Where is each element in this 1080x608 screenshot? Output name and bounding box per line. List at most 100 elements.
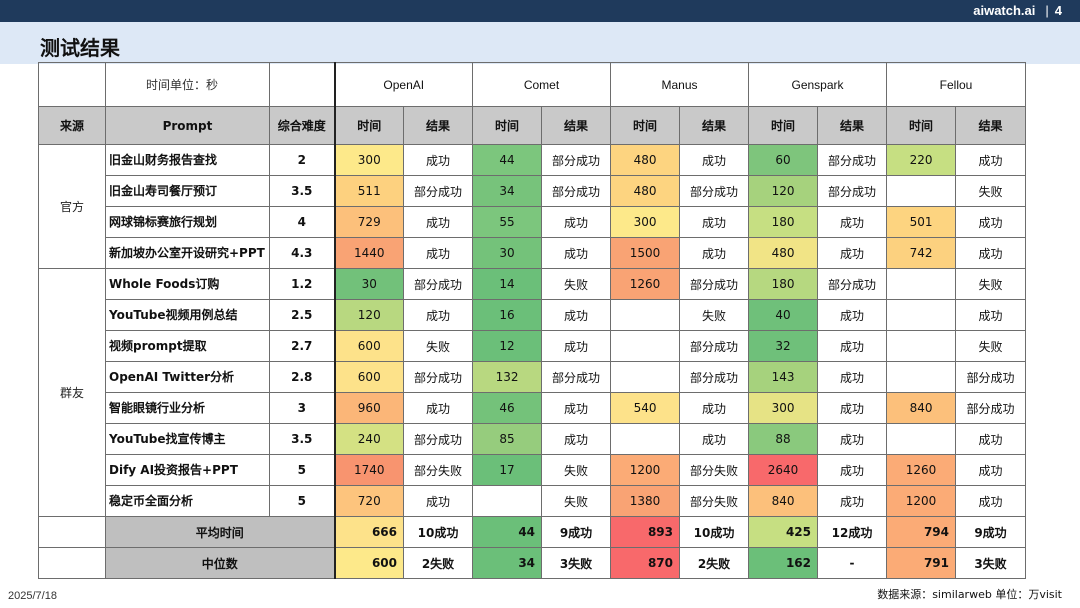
table-row: 群友 Whole Foods订购 1.2 30 部分成功 14 失败 1260 部分成功 180 部…	[38, 268, 1027, 517]
result-value-cell: 部分成功	[817, 175, 888, 207]
time-value-cell: 17	[472, 454, 543, 486]
result-value-cell: 部分成功	[402, 175, 474, 207]
time-value-cell: 742	[886, 237, 957, 269]
time-header: 时间	[748, 106, 819, 145]
result-value-cell: 部分成功	[817, 268, 888, 300]
result-value-cell: 成功	[679, 206, 750, 238]
result-value-cell: 成功	[679, 423, 750, 455]
platform-manus: Manus	[610, 62, 750, 107]
brand-site: aiwatch.ai	[973, 3, 1036, 18]
result-header: 结果	[402, 106, 474, 145]
time-value-cell: 1740	[333, 454, 404, 486]
time-value-cell: 1260	[886, 454, 957, 486]
result-value-cell: 部分成功	[541, 175, 612, 207]
time-value-cell	[886, 268, 957, 300]
time-value-cell: 132	[472, 361, 543, 393]
summary-time-cell: 600	[333, 547, 404, 579]
time-value-cell: 720	[333, 485, 404, 517]
result-value-cell: 成功	[955, 144, 1027, 176]
result-value-cell: 成功	[817, 299, 888, 331]
time-value-cell: 729	[333, 206, 404, 238]
result-value-cell: 部分成功	[402, 361, 474, 393]
time-value-cell: 180	[748, 268, 819, 300]
result-value-cell: 部分失败	[679, 485, 750, 517]
summary-result-cell: 10成功	[679, 516, 750, 548]
result-value-cell: 失败	[955, 330, 1027, 362]
difficulty-cell: 5	[269, 454, 335, 486]
result-value-cell: 成功	[541, 299, 612, 331]
task-cell: 稳定币全面分析	[105, 485, 270, 517]
table-row: Dify AI投资报告+PPT 5 1740 部分失败 17 失败 1200 部分失败 2640…	[39, 454, 1027, 486]
result-value-cell: 成功	[541, 423, 612, 455]
summary-result-cell: 9成功	[955, 516, 1027, 548]
time-value-cell: 88	[748, 423, 819, 455]
time-value-cell: 300	[610, 206, 681, 238]
summary-blank-cell	[38, 547, 106, 579]
platform-openai: OpenAI	[333, 62, 474, 107]
result-value-cell: 失败	[541, 485, 612, 517]
time-value-cell: 12	[472, 330, 543, 362]
time-value-cell: 1380	[610, 485, 681, 517]
summary-row: 平均时间 666 10成功 44 9成功 893 10成功 425 12成功 794 9成功	[38, 516, 1027, 548]
summary-time-cell: 794	[886, 516, 957, 548]
result-value-cell: 成功	[402, 206, 474, 238]
summary-result-cell: 9成功	[541, 516, 612, 548]
result-value-cell: 成功	[817, 237, 888, 269]
time-value-cell	[886, 423, 957, 455]
footer-date: 2025/7/18	[8, 590, 57, 602]
time-value-cell: 480	[748, 237, 819, 269]
result-value-cell: 失败	[402, 330, 474, 362]
time-value-cell: 44	[472, 144, 543, 176]
time-value-cell: 300	[748, 392, 819, 424]
result-value-cell: 部分成功	[679, 330, 750, 362]
time-value-cell: 55	[472, 206, 543, 238]
table-row: 旧金山寿司餐厅预订 3.5 511 部分成功 34 部分成功 480 部分成功 120 部分成功失…	[39, 175, 1027, 207]
time-value-cell	[610, 299, 681, 331]
difficulty-cell: 4.3	[269, 237, 335, 269]
result-value-cell: 成功	[817, 330, 888, 362]
result-header: 结果	[817, 106, 888, 145]
result-value-cell: 成功	[955, 206, 1027, 238]
source-group-cell: 群友	[38, 268, 106, 517]
result-value-cell: 成功	[679, 144, 750, 176]
result-value-cell: 成功	[679, 237, 750, 269]
summary-blank-cell	[38, 516, 106, 548]
summary-result-cell: 2失败	[679, 547, 750, 579]
time-value-cell	[886, 361, 957, 393]
result-value-cell: 部分成功	[817, 144, 888, 176]
time-unit-label: 时间单位：秒	[105, 62, 270, 107]
time-value-cell: 1200	[886, 485, 957, 517]
summary-time-cell: 870	[610, 547, 681, 579]
result-value-cell: 成功	[955, 423, 1027, 455]
task-cell: 旧金山寿司餐厅预订	[105, 175, 270, 207]
time-value-cell: 32	[748, 330, 819, 362]
time-header: 时间	[472, 106, 543, 145]
task-cell: YouTube找宣传博主	[105, 423, 270, 455]
time-value-cell: 511	[333, 175, 404, 207]
time-value-cell: 143	[748, 361, 819, 393]
time-value-cell: 46	[472, 392, 543, 424]
task-cell: 新加坡办公室开设研究+PPT	[105, 237, 270, 269]
difficulty-cell: 1.2	[269, 268, 335, 300]
difficulty-cell: 2	[269, 144, 335, 176]
result-value-cell: 成功	[679, 392, 750, 424]
task-cell: 旧金山财务报告查找	[105, 144, 270, 176]
summary-time-cell: 162	[748, 547, 819, 579]
result-value-cell: 部分成功	[679, 268, 750, 300]
time-value-cell: 2640	[748, 454, 819, 486]
time-value-cell: 840	[886, 392, 957, 424]
summary-time-cell: 34	[472, 547, 543, 579]
time-value-cell: 480	[610, 144, 681, 176]
time-header: 时间	[886, 106, 957, 145]
difficulty-cell: 2.7	[269, 330, 335, 362]
time-value-cell: 40	[748, 299, 819, 331]
result-value-cell: 部分成功	[679, 175, 750, 207]
table-row: YouTube找宣传博主 3.5 240 部分成功 85 成功 成功 88 成功 成功	[39, 423, 1027, 455]
corner-cell	[38, 62, 106, 107]
result-value-cell: 成功	[955, 485, 1027, 517]
result-value-cell: 成功	[402, 392, 474, 424]
time-value-cell: 85	[472, 423, 543, 455]
time-value-cell: 34	[472, 175, 543, 207]
task-cell: Dify AI投资报告+PPT	[105, 454, 270, 486]
time-value-cell	[886, 330, 957, 362]
